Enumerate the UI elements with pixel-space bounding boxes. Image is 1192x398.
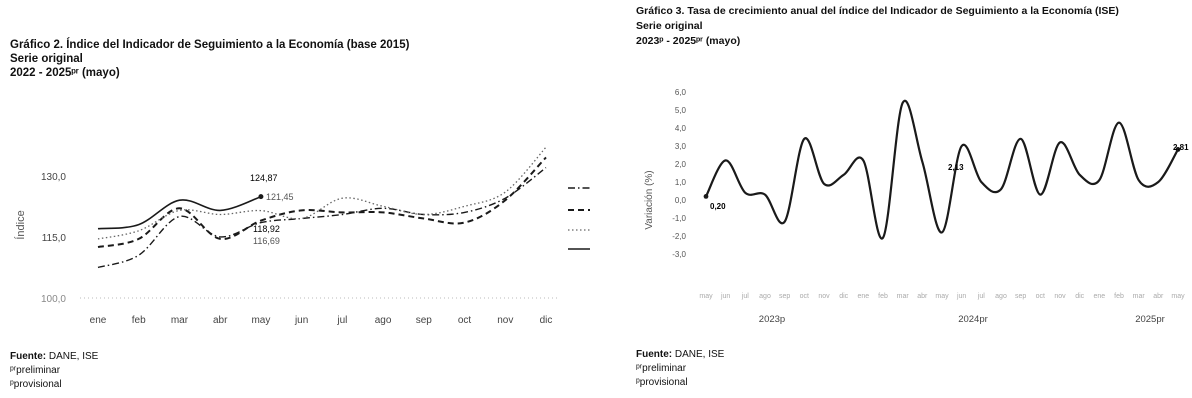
- y-tick-label: 4,0: [675, 124, 687, 133]
- x-tick-label: mar: [1133, 293, 1146, 300]
- y-tick-label: -2,0: [672, 232, 686, 241]
- source-value: DANE, ISE: [48, 351, 99, 362]
- x-tick-label: jul: [741, 293, 749, 300]
- x-tick-label: oct: [1036, 293, 1045, 300]
- x-tick-label: dic: [1075, 293, 1084, 300]
- x-tick-label: may: [251, 315, 270, 326]
- series-line-2023p: [97, 156, 547, 249]
- x-tick-label: oct: [458, 315, 472, 326]
- annotation-middle: 2,13: [948, 163, 964, 172]
- y-axis-label: Índice: [14, 210, 27, 239]
- note-preliminar: ᵖʳpreliminar: [10, 365, 61, 376]
- x-tick-label: jun: [720, 293, 730, 300]
- y-tick-label: 100,0: [41, 294, 66, 305]
- y-tick-label: -1,0: [672, 214, 686, 223]
- chart-subtitle: Serie original: [636, 20, 703, 32]
- x-tick-label: feb: [132, 315, 146, 326]
- series-endpoint-2025pr: [258, 194, 264, 200]
- note-preliminar: ᵖʳpreliminar: [636, 363, 687, 374]
- x-tick-label: jun: [294, 315, 308, 326]
- series-line-2024pr: [97, 146, 547, 240]
- y-tick-label: 0,0: [675, 196, 687, 205]
- growth-series-line: [705, 99, 1179, 240]
- y-tick-label: 115,0: [42, 233, 67, 244]
- source-line: Fuente: DANE, ISE: [636, 348, 724, 361]
- x-tick-label: mar: [171, 315, 189, 326]
- year-label-2025pr: 2025pr: [1135, 314, 1165, 325]
- annotation-may-2022: 116,69: [253, 236, 280, 246]
- x-tick-label: dic: [839, 293, 848, 300]
- chart-subtitle: Serie original: [10, 53, 83, 65]
- x-tick-label: jul: [336, 315, 347, 326]
- y-tick-label: 3,0: [675, 142, 687, 151]
- x-tick-label: abr: [1153, 293, 1164, 300]
- x-tick-label: sep: [779, 293, 790, 300]
- y-tick-label: -3,0: [672, 250, 686, 259]
- series-line-2022: [97, 167, 547, 269]
- chart-period: 2023ᵖ - 2025ᵖʳ (mayo): [636, 35, 741, 47]
- x-tick-label: sep: [416, 315, 433, 326]
- x-tick-label: ago: [995, 293, 1007, 300]
- x-tick-label: ago: [375, 315, 392, 326]
- note-provisional: ᵖprovisional: [636, 377, 688, 388]
- source-value: DANE, ISE: [674, 349, 725, 360]
- x-tick-label: jul: [977, 293, 985, 300]
- x-tick-label: feb: [1114, 293, 1124, 300]
- x-tick-label: ene: [857, 293, 869, 300]
- x-tick-label: oct: [800, 293, 809, 300]
- x-tick-label: abr: [917, 293, 928, 300]
- x-tick-label: dic: [540, 315, 553, 326]
- x-tick-label: mar: [897, 293, 910, 300]
- source-label: Fuente:: [10, 351, 47, 362]
- chart-period: 2022 - 2025ᵖʳ (mayo): [10, 67, 120, 79]
- annotation-may-2025: 124,87: [250, 173, 278, 183]
- chart-title: Gráfico 2. Índice del Indicador de Segui…: [10, 39, 410, 51]
- annotation-may-2023: 118,92: [253, 224, 280, 234]
- source-label: Fuente:: [636, 349, 673, 360]
- y-tick-label: 6,0: [675, 88, 687, 97]
- chart-panel-growth: Gráfico 3. Tasa de crecimiento anual del…: [630, 0, 1192, 398]
- chart-title: Gráfico 3. Tasa de crecimiento anual del…: [636, 5, 1119, 17]
- note-provisional: ᵖprovisional: [10, 379, 62, 390]
- index-line-chart: Índice 100,0 115,0 130,0 ene feb mar abr may ju…: [14, 146, 590, 326]
- x-tick-label: sep: [1015, 293, 1026, 300]
- x-tick-label: feb: [878, 293, 888, 300]
- x-tick-label: nov: [497, 315, 513, 326]
- growth-end-point: [1175, 147, 1181, 152]
- x-tick-label: may: [935, 293, 949, 300]
- x-tick-label: ene: [1093, 293, 1105, 300]
- annotation-start: 0,20: [710, 202, 726, 211]
- annotation-end: 2,81: [1173, 143, 1189, 152]
- x-tick-label: ene: [90, 315, 107, 326]
- growth-line-chart: Variación (%) -3,0 -2,0 -1,0 0,0 1,0 2,0 3,0 4,…: [644, 88, 1189, 325]
- year-label-2024pr: 2024pr: [958, 314, 988, 325]
- source-line: Fuente: DANE, ISE: [10, 350, 98, 363]
- y-tick-label: 130,0: [41, 172, 66, 183]
- series-line-2025pr: [97, 195, 262, 230]
- x-tick-label: nov: [818, 293, 830, 300]
- x-tick-label: may: [1171, 293, 1185, 300]
- y-tick-label: 5,0: [675, 106, 687, 115]
- growth-start-point: [703, 194, 709, 199]
- y-tick-label: 2,0: [675, 160, 687, 169]
- x-tick-label: nov: [1054, 293, 1066, 300]
- y-axis-label: Variación (%): [644, 170, 655, 229]
- x-tick-label: abr: [213, 315, 228, 326]
- x-tick-label: ago: [759, 293, 771, 300]
- y-tick-label: 1,0: [675, 178, 687, 187]
- chart-panel-index: Gráfico 2. Índice del Indicador de Segui…: [0, 0, 590, 398]
- x-tick-label: may: [699, 293, 713, 300]
- year-label-2023p: 2023p: [759, 314, 785, 325]
- x-tick-label: jun: [956, 293, 966, 300]
- annotation-may-2024: 121,45: [266, 192, 294, 202]
